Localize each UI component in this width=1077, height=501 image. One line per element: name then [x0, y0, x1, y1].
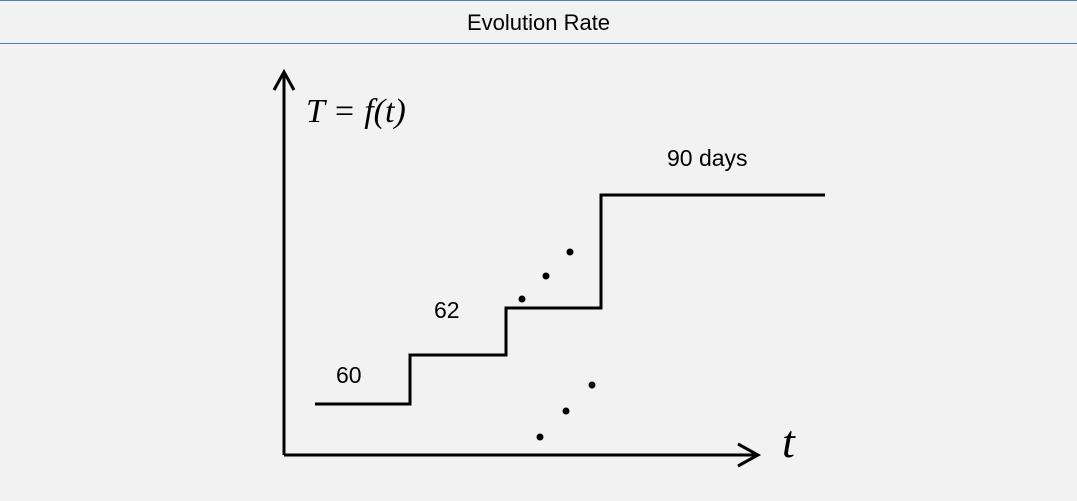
step-label: 60	[336, 362, 362, 388]
dot	[518, 295, 526, 303]
header: Evolution Rate	[0, 0, 1077, 44]
step-label: 90 days	[667, 145, 748, 171]
y-axis-label: T = f(t)	[306, 93, 406, 130]
x-axis-label: t	[782, 416, 796, 467]
y-axis-arrow	[272, 68, 296, 91]
dot	[566, 248, 574, 256]
x-axis-arrow	[737, 442, 762, 468]
step-line	[315, 193, 825, 406]
axes	[272, 68, 762, 468]
dot	[542, 272, 550, 280]
dot	[588, 381, 596, 389]
ellipsis-dots	[518, 248, 596, 441]
step-label: 62	[434, 297, 460, 323]
header-title: Evolution Rate	[466, 10, 611, 35]
dot	[536, 433, 544, 441]
dot	[562, 407, 570, 415]
